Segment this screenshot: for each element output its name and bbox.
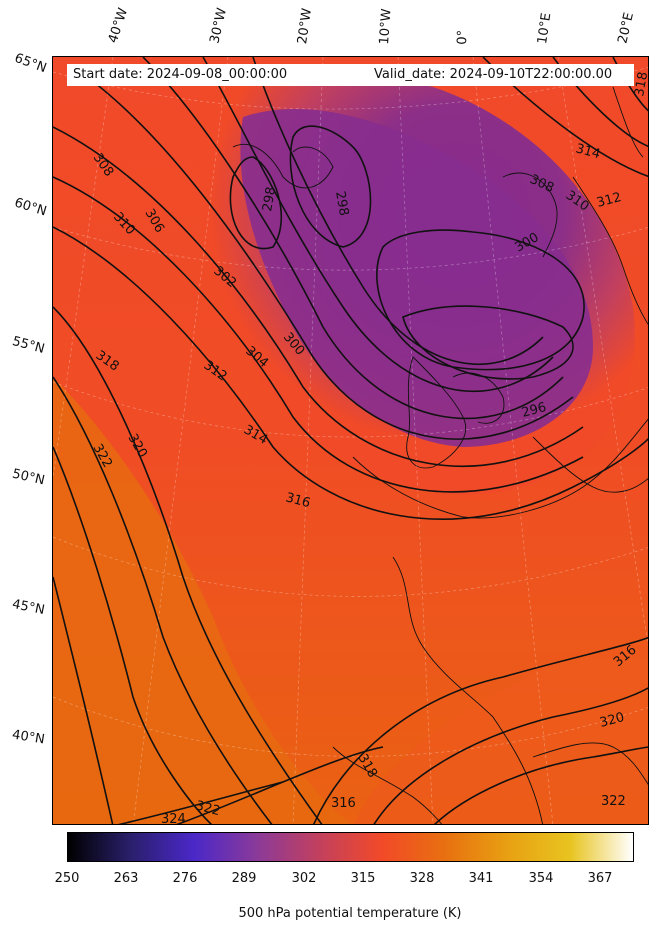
colorbar-tick: 289 [231, 871, 257, 886]
lat-label: 45°N [10, 597, 46, 618]
colorbar-tick: 263 [113, 871, 139, 886]
lon-label: 20°W [295, 7, 315, 45]
lon-label: 20°E [615, 11, 638, 45]
colorbar-tick: 367 [587, 871, 613, 886]
contour-label: 314 [574, 141, 602, 162]
lat-label: 40°N [11, 727, 46, 748]
contour-label: 320 [598, 710, 626, 731]
contour-label: 296 [520, 400, 548, 421]
map-panel: 308 306 310 302 298 298 300 304 312 318 … [52, 56, 649, 825]
lon-label: 30°W [207, 6, 231, 45]
contour-lines [53, 57, 648, 824]
map-svg: 308 306 310 302 298 298 300 304 312 318 … [53, 57, 649, 825]
valid-date-label: Valid_date: 2024-09-10T22:00:00.00 [374, 67, 613, 82]
contour-label: 316 [331, 796, 356, 811]
graticule [53, 57, 648, 824]
contour-label: 316 [284, 490, 312, 511]
contour-label: 322 [194, 798, 222, 819]
colorbar-tick: 341 [468, 871, 494, 886]
colorbar-tick: 250 [54, 871, 80, 886]
warm-sector-east [353, 637, 648, 824]
colorbar-tick: 302 [291, 871, 317, 886]
contour-label: 298 [332, 190, 351, 217]
start-date-label: Start date: 2024-09-08_00:00:00 [73, 67, 288, 82]
info-banner: Start date: 2024-09-08_00:00:00 Valid_da… [67, 64, 634, 86]
contour-label: 298 [260, 186, 279, 213]
lat-label: 50°N [10, 466, 47, 489]
colorbar-tick: 276 [172, 871, 198, 886]
contour-label: 312 [595, 190, 623, 211]
lon-label: 40°W [105, 6, 132, 45]
lat-label: 60°N [12, 195, 49, 220]
cold-core [240, 108, 594, 447]
contour-label: 318 [632, 71, 649, 98]
contour-label: 322 [601, 794, 626, 809]
contour-label: 324 [161, 812, 186, 825]
lon-label: 10°W [377, 8, 395, 45]
lat-label: 65°N [12, 50, 49, 77]
colorbar-tick: 328 [409, 871, 435, 886]
colorbar-title: 500 hPa potential temperature (K) [238, 906, 462, 921]
colorbar [67, 832, 634, 862]
colorbar-tick: 354 [528, 871, 554, 886]
colorbar-tick: 315 [350, 871, 376, 886]
lon-label: 10°E [535, 11, 555, 45]
coastlines [232, 86, 648, 824]
warm-sector [53, 377, 351, 824]
lon-label: 0° [455, 29, 471, 45]
lat-label: 55°N [10, 334, 47, 357]
